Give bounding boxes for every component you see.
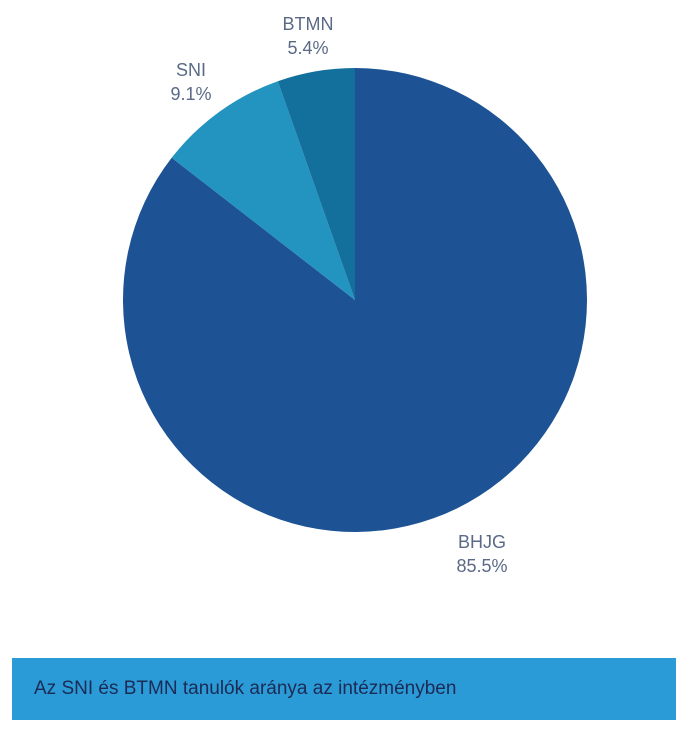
caption-text: Az SNI és BTMN tanulók aránya az intézmé… [34,678,457,699]
slice-label-btmn: BTMN [283,14,334,34]
slice-value-sni: 9.1% [170,84,211,104]
pie-labels: BHJG 85.5% SNI 9.1% BTMN 5.4% [170,14,507,576]
slice-label-bhjg: BHJG [458,532,506,552]
caption-bar: Az SNI és BTMN tanulók aránya az intézmé… [12,658,676,720]
pie-slice-sni [171,81,355,300]
slice-value-bhjg: 85.5% [456,556,507,576]
pie-chart: BHJG 85.5% SNI 9.1% BTMN 5.4% [122,14,587,576]
pie-slice-bhjg [122,68,587,532]
slice-label-sni: SNI [176,60,206,80]
slice-value-btmn: 5.4% [287,38,328,58]
pie-slices [122,68,587,532]
pie-slice-btmn [277,68,355,300]
